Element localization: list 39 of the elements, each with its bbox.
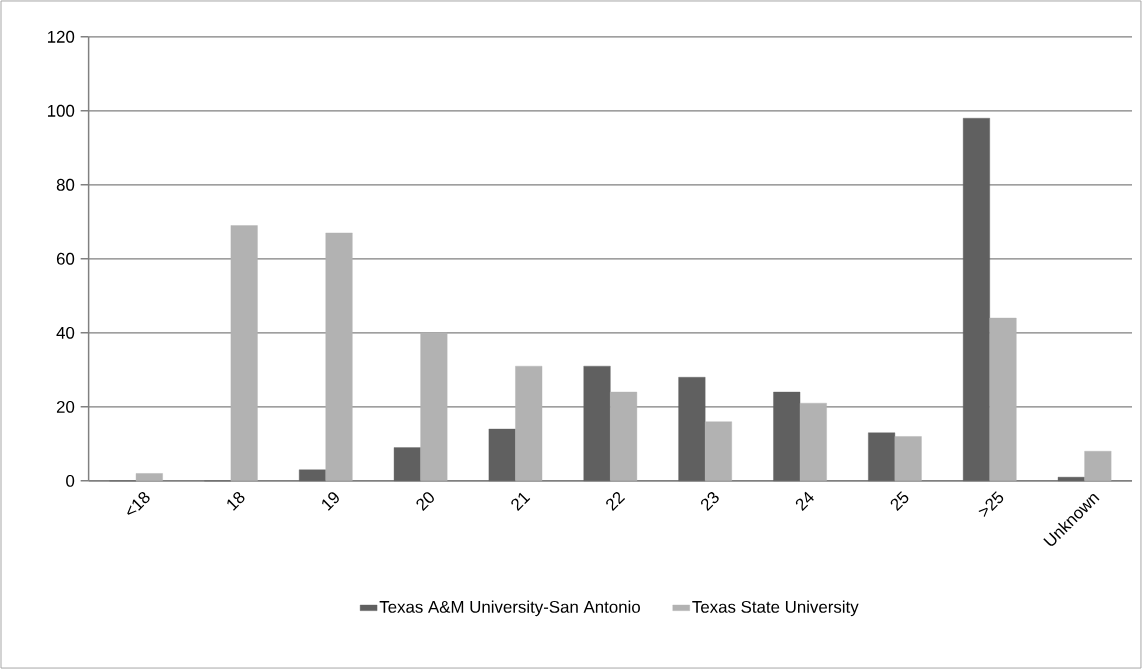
bar [799, 402, 827, 482]
legend-label: Texas State University [692, 600, 859, 617]
x-tick-label: 20 [416, 492, 434, 511]
bar [325, 232, 353, 482]
bar [515, 365, 543, 482]
y-tick-label: 40 [56, 326, 75, 339]
x-tick-label: 25 [890, 491, 909, 511]
x-tick-label: 21 [511, 492, 531, 511]
x-tick-label: 24 [795, 491, 814, 511]
x-tick-label: 19 [322, 492, 339, 511]
y-tick-label: 80 [56, 178, 75, 191]
x-tick-label: 22 [606, 491, 626, 511]
bar [962, 118, 990, 482]
bar [704, 421, 732, 482]
x-tick-label: 18 [227, 491, 245, 511]
bar [1084, 451, 1112, 482]
x-tick-label: >25 [978, 491, 1004, 518]
bar [488, 428, 516, 482]
bar [610, 391, 638, 482]
bar [420, 332, 448, 482]
bar [135, 473, 163, 482]
bar [868, 432, 896, 482]
y-tick-label: 120 [47, 30, 75, 43]
bar [894, 436, 922, 482]
bar [773, 391, 801, 482]
bar [678, 377, 706, 482]
y-tick-label: 0 [66, 474, 75, 487]
bar [393, 447, 421, 482]
bar [299, 469, 326, 482]
bar [583, 365, 611, 482]
x-tick-label: <18 [127, 491, 150, 515]
y-tick-label: 100 [47, 104, 75, 117]
legend-label: Texas A&M University-San Antonio [379, 600, 640, 617]
y-tick-label: 60 [56, 252, 75, 265]
y-tick-label: 20 [56, 400, 75, 413]
bar [989, 317, 1017, 482]
bar [230, 225, 258, 482]
bar [1057, 476, 1085, 482]
x-tick-label: 23 [701, 492, 719, 511]
